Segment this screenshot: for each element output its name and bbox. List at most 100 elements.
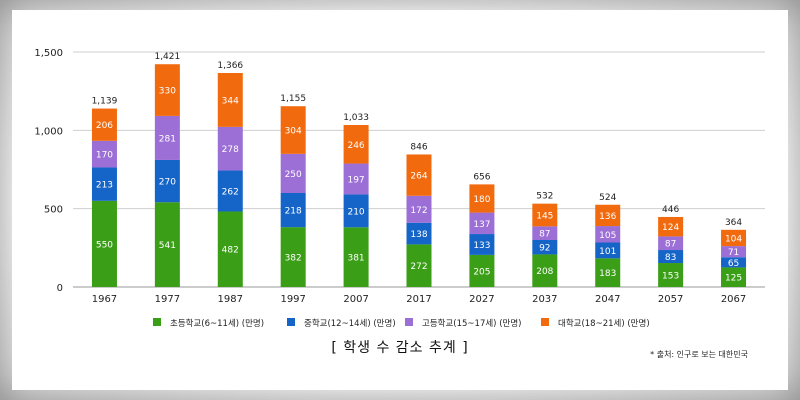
- total-label: 446: [662, 205, 679, 215]
- segment-value-label: 208: [536, 267, 553, 277]
- x-tick-label: 2057: [658, 294, 683, 305]
- bar-segment: [91, 108, 117, 141]
- bar-segment: [595, 226, 621, 243]
- segment-value-label: 125: [725, 274, 742, 284]
- segment-value-label: 104: [725, 234, 742, 244]
- bar-segment: [280, 106, 306, 154]
- x-tick-label: 2007: [343, 294, 368, 305]
- bar-segment: [469, 184, 495, 213]
- x-tick-label: 1967: [92, 294, 117, 305]
- bar-segment: [343, 194, 369, 228]
- segment-value-label: 153: [662, 272, 679, 282]
- x-tick-label: 2047: [595, 294, 620, 305]
- bar-segment: [595, 204, 621, 227]
- legend-swatch: [287, 318, 295, 326]
- segment-value-label: 183: [599, 269, 616, 279]
- total-label: 524: [599, 193, 616, 203]
- segment-value-label: 210: [347, 207, 364, 217]
- bar-segment: [91, 167, 117, 201]
- segment-value-label: 83: [665, 253, 676, 263]
- bar-segment: [658, 236, 684, 251]
- segment-value-label: 124: [662, 223, 679, 233]
- x-tick-label: 1977: [155, 294, 180, 305]
- segment-value-label: 381: [347, 254, 364, 264]
- bar-segment: [658, 250, 684, 264]
- segment-value-label: 101: [599, 247, 616, 257]
- total-label: 846: [410, 142, 427, 152]
- bar-segment: [154, 115, 180, 160]
- x-tick-label: 2037: [532, 294, 557, 305]
- x-tick-label: 2027: [469, 294, 494, 305]
- segment-value-label: 105: [599, 231, 616, 241]
- segment-value-label: 213: [96, 181, 113, 191]
- total-label: 1,033: [343, 113, 369, 123]
- y-tick-label: 0: [57, 283, 63, 294]
- segment-value-label: 250: [285, 170, 302, 180]
- total-label: 532: [536, 192, 553, 202]
- segment-value-label: 541: [159, 241, 176, 251]
- segment-value-label: 65: [728, 259, 739, 269]
- chart-caption: [ 학생 수 감소 추계 ]: [331, 340, 469, 356]
- segment-value-label: 138: [410, 230, 427, 240]
- bar-segment: [658, 216, 684, 237]
- bar-segment: [217, 126, 243, 171]
- bar-segment: [721, 246, 747, 258]
- y-tick-label: 1,000: [34, 126, 63, 137]
- segment-value-label: 92: [539, 244, 550, 254]
- bar-segment: [721, 257, 747, 268]
- segment-value-label: 133: [473, 241, 490, 251]
- segment-value-label: 382: [285, 254, 302, 264]
- total-label: 656: [473, 172, 490, 182]
- legend-swatch: [153, 318, 161, 326]
- segment-value-label: 264: [410, 172, 427, 182]
- segment-value-label: 137: [473, 220, 490, 230]
- bar-segment: [406, 195, 432, 223]
- segment-value-label: 180: [473, 195, 490, 205]
- bar-segment: [406, 154, 432, 196]
- bar-segment: [721, 229, 747, 247]
- bar-segment: [532, 226, 558, 240]
- bar-segment: [532, 203, 558, 227]
- bar-segment: [154, 64, 180, 116]
- x-tick-label: 2067: [721, 294, 746, 305]
- y-tick-label: 1,500: [34, 48, 63, 59]
- segment-value-label: 71: [728, 248, 739, 258]
- total-label: 1,366: [217, 61, 243, 71]
- bar-segment: [343, 125, 369, 164]
- bar-segment: [469, 234, 495, 255]
- segment-value-label: 272: [410, 262, 427, 272]
- x-tick-label: 2017: [406, 294, 431, 305]
- segment-value-label: 330: [159, 87, 176, 97]
- bar-segment: [280, 227, 306, 287]
- legend: 초등학교(6~11세) (만명) 중학교(12~14세) (만명) 고등학교(15~…: [153, 318, 650, 329]
- bar-segment: [406, 222, 432, 245]
- bar-segment: [595, 242, 621, 259]
- segment-value-label: 278: [222, 145, 239, 155]
- bar-segment: [217, 72, 243, 127]
- segment-value-label: 482: [222, 246, 239, 256]
- total-label: 364: [725, 218, 742, 228]
- bar-segment: [532, 240, 558, 255]
- segment-value-label: 87: [539, 230, 550, 240]
- segment-value-label: 145: [536, 212, 553, 222]
- legend-label: 고등학교(15~17세) (만명): [422, 318, 521, 329]
- segment-value-label: 218: [285, 207, 302, 217]
- total-label: 1,155: [280, 94, 306, 104]
- bar-segment: [91, 140, 117, 168]
- bar-segment: [217, 211, 243, 287]
- bar-segment: [532, 254, 558, 287]
- segment-value-label: 550: [96, 240, 113, 250]
- bar-segment: [217, 170, 243, 212]
- legend-label: 중학교(12~14세) (만명): [304, 318, 396, 329]
- chart-card: [12, 10, 788, 390]
- segment-value-label: 172: [410, 206, 427, 216]
- segment-value-label: 205: [473, 267, 490, 277]
- bar-segment: [154, 159, 180, 203]
- segment-value-label: 197: [347, 175, 364, 185]
- segment-value-label: 344: [222, 96, 239, 106]
- legend-label: 대학교(18~21세) (만명): [558, 318, 650, 329]
- y-axis: 0 500 1,000 1,500: [34, 48, 63, 294]
- legend-swatch: [541, 318, 549, 326]
- bar-segment: [406, 244, 432, 287]
- total-label: 1,139: [92, 97, 118, 107]
